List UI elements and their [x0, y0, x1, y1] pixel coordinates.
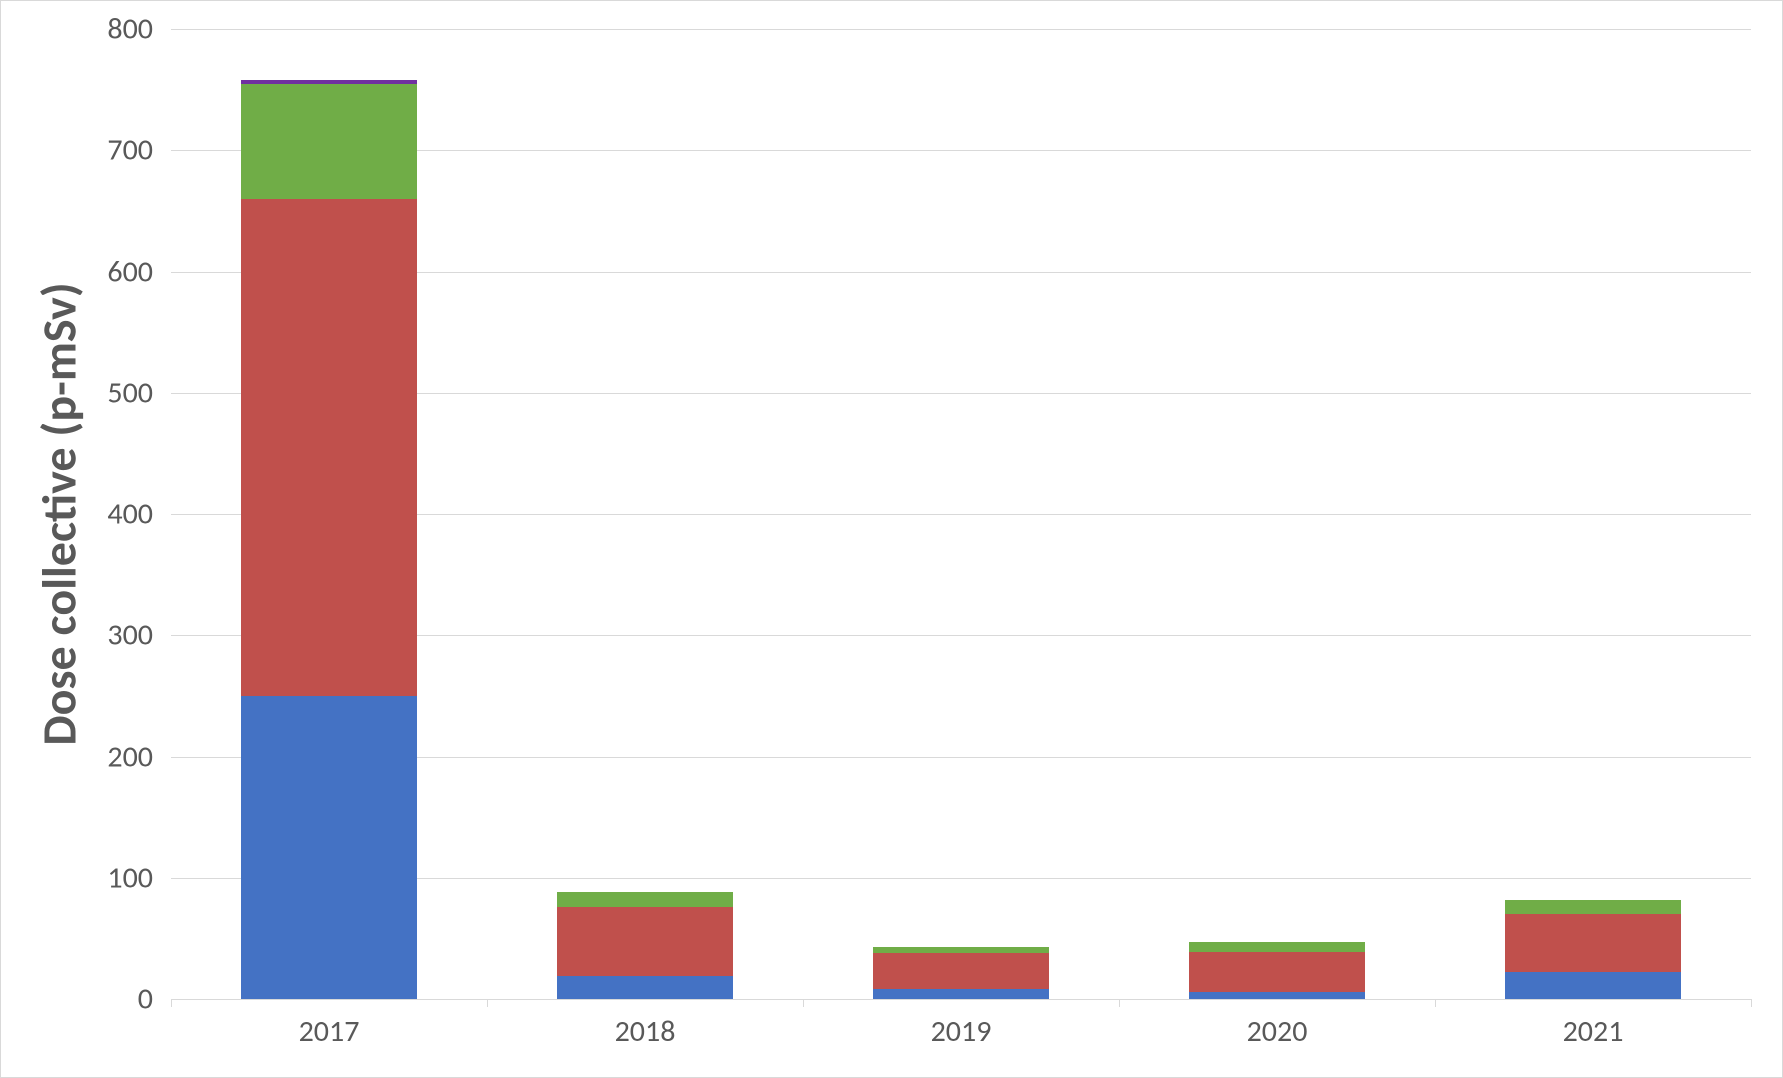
plot-area: 0100200300400500600700800201720182019202…: [171, 29, 1751, 999]
x-tick-label: 2020: [1247, 999, 1308, 1050]
bar-group: [557, 29, 734, 999]
x-tick-mark: [803, 999, 804, 1007]
bar-segment-series-1: [1505, 972, 1682, 999]
bar-segment-series-2: [241, 199, 418, 696]
y-tick-label: 200: [107, 738, 171, 775]
y-tick-label: 700: [107, 132, 171, 169]
y-tick-label: 300: [107, 617, 171, 654]
y-axis-title: Dose collective (p-mSv): [30, 282, 89, 745]
bar-segment-series-4: [241, 80, 418, 84]
bar-group: [873, 29, 1050, 999]
bar-segment-series-1: [241, 696, 418, 999]
bar-segment-series-2: [557, 907, 734, 976]
bar-group: [1505, 29, 1682, 999]
bar-segment-series-3: [1189, 942, 1366, 952]
x-tick-label: 2021: [1563, 999, 1624, 1050]
x-tick-label: 2018: [615, 999, 676, 1050]
x-tick-mark: [1435, 999, 1436, 1007]
y-tick-label: 400: [107, 496, 171, 533]
bar-segment-series-1: [873, 989, 1050, 999]
x-tick-label: 2017: [299, 999, 360, 1050]
bar-group: [241, 29, 418, 999]
x-tick-mark: [1119, 999, 1120, 1007]
y-tick-label: 100: [107, 859, 171, 896]
y-tick-label: 0: [138, 981, 171, 1018]
bar-segment-series-3: [241, 84, 418, 199]
y-tick-label: 500: [107, 374, 171, 411]
bar-segment-series-2: [1189, 952, 1366, 992]
bar-group: [1189, 29, 1366, 999]
chart-container: Dose collective (p-mSv) 0100200300400500…: [0, 0, 1783, 1078]
bar-segment-series-1: [1189, 992, 1366, 999]
bar-segment-series-2: [1505, 914, 1682, 972]
x-tick-mark: [1751, 999, 1752, 1007]
x-tick-mark: [487, 999, 488, 1007]
x-tick-label: 2019: [931, 999, 992, 1050]
bar-segment-series-3: [873, 947, 1050, 953]
x-tick-mark: [171, 999, 172, 1007]
bar-segment-series-3: [557, 892, 734, 907]
bar-segment-series-1: [557, 976, 734, 999]
bar-segment-series-2: [873, 953, 1050, 989]
bar-segment-series-3: [1505, 900, 1682, 915]
y-tick-label: 800: [107, 11, 171, 48]
y-tick-label: 600: [107, 253, 171, 290]
